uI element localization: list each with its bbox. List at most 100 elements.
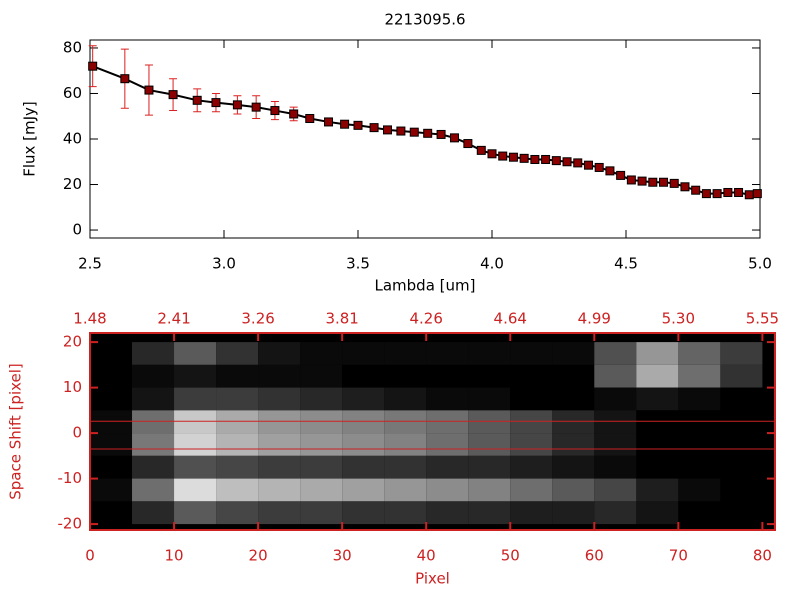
marker xyxy=(353,120,363,130)
y-tick-label: 0 xyxy=(72,424,82,442)
heatmap-cell xyxy=(678,478,721,502)
heatmap-cell xyxy=(384,455,427,479)
marker xyxy=(168,90,178,100)
marker xyxy=(723,187,733,197)
y-tick-label: 20 xyxy=(63,175,82,193)
marker xyxy=(648,177,658,187)
heatmap-cell xyxy=(132,342,175,365)
heatmap-cell xyxy=(636,387,679,411)
heatmap-cell xyxy=(258,342,301,365)
marker xyxy=(530,154,540,164)
heatmap-cell xyxy=(90,433,133,456)
x2-tick-label: 4.64 xyxy=(494,310,527,328)
marker xyxy=(744,190,754,200)
heatmap-cell xyxy=(552,342,595,365)
heatmap-cell xyxy=(132,478,175,502)
heatmap-cell xyxy=(132,364,175,388)
heatmap-cell xyxy=(468,387,511,411)
marker xyxy=(734,187,744,197)
heatmap-cell xyxy=(468,478,511,502)
y-tick-label: 60 xyxy=(63,84,82,102)
heatmap-cell xyxy=(636,455,679,479)
marker xyxy=(449,133,459,143)
x2-tick-label: 4.99 xyxy=(578,310,611,328)
heatmap-cell xyxy=(174,455,217,479)
marker xyxy=(573,158,583,168)
heatmap-cell xyxy=(342,387,385,411)
x2-tick-label: 2.41 xyxy=(157,310,190,328)
heatmap-cell xyxy=(594,387,637,411)
heatmap-cell xyxy=(90,455,133,479)
x2-tick-label: 3.26 xyxy=(241,310,274,328)
marker xyxy=(211,98,221,108)
marker xyxy=(396,126,406,136)
heatmap-cell xyxy=(426,433,469,456)
y-tick-label: 10 xyxy=(63,378,82,396)
marker xyxy=(701,189,711,199)
marker xyxy=(232,100,242,110)
heatmap-cell xyxy=(258,455,301,479)
marker xyxy=(498,151,508,161)
x-tick-label: 80 xyxy=(753,547,772,565)
x-tick-label: 40 xyxy=(417,547,436,565)
marker xyxy=(476,145,486,155)
heatmap-cell xyxy=(594,455,637,479)
x-tick-label: 4.5 xyxy=(614,255,638,273)
x2-tick-label: 5.30 xyxy=(662,310,695,328)
heatmap-cell xyxy=(552,387,595,411)
marker xyxy=(659,177,669,187)
marker xyxy=(289,109,299,119)
heatmap-cell xyxy=(678,387,721,411)
heatmap-cell xyxy=(384,478,427,502)
heatmap-cell xyxy=(720,364,763,388)
marker xyxy=(251,102,261,112)
plot-frame xyxy=(89,332,776,531)
x-tick-label: 30 xyxy=(333,547,352,565)
x-tick-label: 60 xyxy=(585,547,604,565)
y-tick-label: 0 xyxy=(72,221,82,239)
heatmap-cell xyxy=(678,433,721,456)
heatmap-cell xyxy=(300,433,343,456)
heatmap-cell xyxy=(720,455,763,479)
marker xyxy=(669,178,679,188)
heatmap-cell xyxy=(342,478,385,502)
heatmap-cell xyxy=(594,501,637,525)
y-tick-label: -10 xyxy=(58,469,83,487)
y-axis-label: Space Shift [pixel] xyxy=(7,363,25,500)
marker xyxy=(562,157,572,167)
heatmap-cell xyxy=(468,364,511,388)
heatmap-cell xyxy=(216,387,259,411)
heatmap-cell xyxy=(510,501,553,525)
heatmap-cell xyxy=(342,501,385,525)
heatmap-cell xyxy=(594,342,637,365)
heatmap-cell xyxy=(300,364,343,388)
x2-tick-label: 1.48 xyxy=(73,310,106,328)
heatmap-cell xyxy=(636,364,679,388)
x-tick-label: 2.5 xyxy=(78,255,102,273)
heatmap-cell xyxy=(300,342,343,365)
heatmap-cell xyxy=(720,478,763,502)
x-tick-label: 20 xyxy=(249,547,268,565)
y-tick-label: 80 xyxy=(63,38,82,56)
heatmap-cell xyxy=(342,455,385,479)
y-tick-label: 40 xyxy=(63,130,82,148)
plot-frame xyxy=(89,39,761,239)
heatmap-cell xyxy=(636,342,679,365)
heatmap-cell xyxy=(426,478,469,502)
heatmap-cell xyxy=(90,501,133,525)
heatmap-cell xyxy=(132,455,175,479)
marker xyxy=(369,123,379,133)
heatmap-cell xyxy=(342,364,385,388)
heatmap-cell xyxy=(384,501,427,525)
heatmap-cell xyxy=(384,364,427,388)
heatmap-cell xyxy=(216,342,259,365)
marker xyxy=(626,175,636,185)
heatmap-cell xyxy=(552,501,595,525)
marker xyxy=(423,128,433,138)
heatmap-cell xyxy=(258,433,301,456)
marker xyxy=(192,95,202,105)
marker xyxy=(120,74,130,84)
heatmap-cell xyxy=(174,478,217,502)
marker xyxy=(680,182,690,192)
